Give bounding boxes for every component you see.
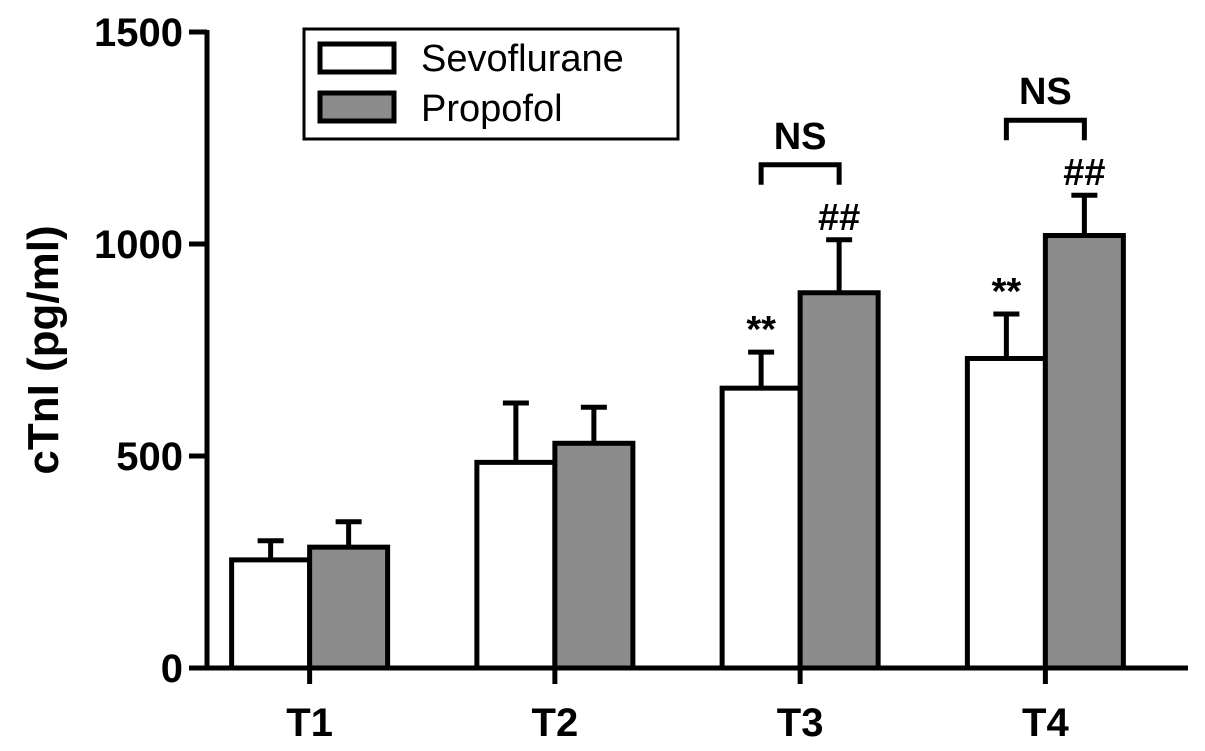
y-tick-label: 0: [161, 647, 183, 691]
ns-label: NS: [1019, 71, 1072, 113]
y-tick-label: 1500: [94, 11, 183, 55]
x-tick-label: T1: [286, 701, 333, 745]
bar-sevoflurane-t4: [964, 355, 1048, 671]
significance-mark: **: [992, 271, 1022, 313]
x-tick-label: T3: [777, 701, 824, 745]
x-tick-label: T2: [532, 701, 579, 745]
y-tick-label: 500: [116, 435, 183, 479]
legend-swatch-propofol: [317, 90, 397, 124]
significance-mark: ##: [1063, 152, 1105, 194]
ns-bracket: [1003, 117, 1087, 141]
x-tick-label: T4: [1022, 701, 1069, 745]
legend-swatch-sevoflurane: [317, 41, 397, 75]
legend-label-propofol: Propofol: [421, 88, 563, 130]
bar-propofol-t3: [797, 290, 881, 671]
bar-propofol-t1: [307, 544, 391, 671]
ns-bracket: [758, 162, 842, 185]
significance-mark: **: [746, 309, 776, 351]
bar-sevoflurane-t2: [474, 459, 558, 671]
bar-sevoflurane-t1: [229, 557, 313, 671]
bars: [229, 192, 1126, 671]
legend: Sevoflurane Propofol: [302, 27, 680, 141]
legend-label-sevoflurane: Sevoflurane: [421, 38, 624, 80]
bar-propofol-t2: [552, 440, 636, 671]
bar-propofol-t4: [1042, 233, 1126, 671]
ns-label: NS: [774, 116, 827, 158]
significance-mark: ##: [818, 197, 860, 239]
bar-sevoflurane-t3: [719, 385, 803, 671]
y-tick-label: 1000: [94, 223, 183, 267]
y-axis-label: cTnI (pg/ml): [19, 225, 68, 474]
annotations: ** ## ** ## NS NS: [746, 71, 1105, 351]
